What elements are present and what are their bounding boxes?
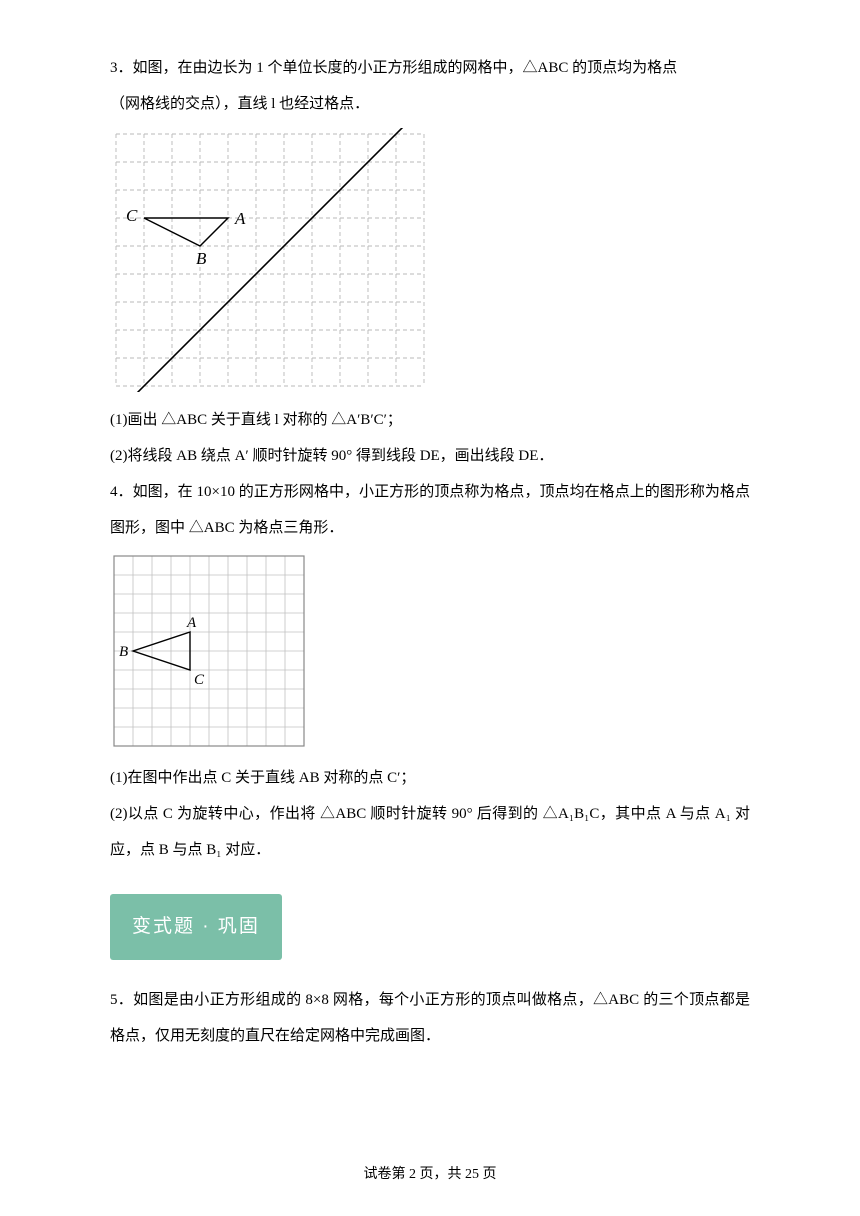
q3-part1: (1)画出 △ABC 关于直线 l 对称的 △A′B′C′；	[110, 402, 750, 438]
q4-part1: (1)在图中作出点 C 关于直线 AB 对称的点 C′；	[110, 760, 750, 796]
q4-stem: 4．如图，在 10×10 的正方形网格中，小正方形的顶点称为格点，顶点均在格点上…	[110, 474, 750, 546]
svg-text:A: A	[186, 615, 197, 631]
svg-text:C: C	[126, 206, 138, 225]
q3-part2: (2)将线段 AB 绕点 A′ 顺时针旋转 90° 得到线段 DE，画出线段 D…	[110, 438, 750, 474]
q3-stem-line2: （网格线的交点），直线 l 也经过格点．	[110, 86, 750, 122]
q3-stem-line1: 3．如图，在由边长为 1 个单位长度的小正方形组成的网格中，△ABC 的顶点均为…	[110, 50, 750, 86]
svg-text:A: A	[234, 209, 246, 228]
q4-part2: (2)以点 C 为旋转中心，作出将 △ABC 顺时针旋转 90° 后得到的 △A…	[110, 796, 750, 868]
q3-figure: lABC	[110, 128, 750, 392]
svg-text:B: B	[196, 249, 207, 268]
q4-figure: A B C	[110, 552, 750, 750]
q5-stem: 5．如图是由小正方形组成的 8×8 网格，每个小正方形的顶点叫做格点，△ABC …	[110, 982, 750, 1054]
svg-text:B: B	[119, 644, 128, 660]
svg-text:C: C	[194, 672, 205, 688]
page-footer: 试卷第 2 页，共 25 页	[110, 1158, 750, 1192]
section-badge: 变式题 · 巩固	[110, 894, 282, 960]
